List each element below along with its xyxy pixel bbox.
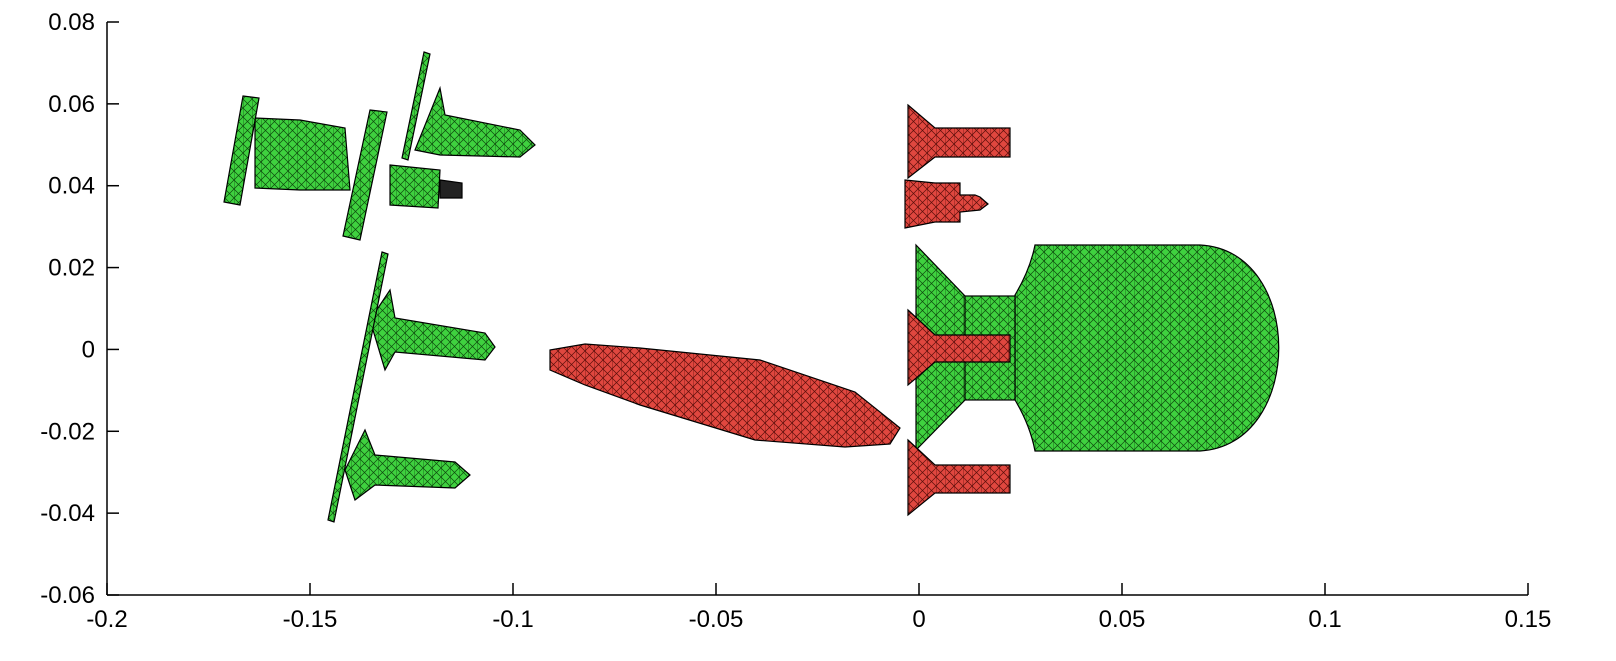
mesh bbox=[908, 440, 1010, 515]
y-tick-label: -0.06 bbox=[40, 582, 95, 609]
mesh bbox=[224, 96, 259, 205]
x-tick-label: 0 bbox=[912, 606, 925, 633]
mesh bbox=[343, 110, 387, 240]
x-tick-label: -0.2 bbox=[86, 606, 127, 633]
chart: -0.06 -0.04 -0.02 0 0.02 0.04 0.06 0.08 -0.2 -0.1… bbox=[0, 0, 1616, 661]
mesh bbox=[905, 180, 988, 228]
x-tick-label: -0.1 bbox=[492, 606, 533, 633]
mesh bbox=[550, 344, 900, 447]
y-tick-label: 0 bbox=[82, 336, 95, 363]
mesh bbox=[908, 105, 1010, 178]
mesh bbox=[255, 118, 350, 190]
x-tick-label: 0.05 bbox=[1099, 606, 1146, 633]
x-tick-label: -0.15 bbox=[283, 606, 338, 633]
x-tick-label: -0.05 bbox=[689, 606, 744, 633]
page: {"chart_data": {"type": "patch", "xlim":… bbox=[0, 0, 1616, 661]
x-tick-label: 0.1 bbox=[1308, 606, 1341, 633]
meshes bbox=[224, 52, 1279, 522]
y-tick-label: 0.04 bbox=[48, 173, 95, 200]
mesh bbox=[390, 165, 440, 208]
y-tick-label: 0.06 bbox=[48, 91, 95, 118]
y-tick-label: 0.08 bbox=[48, 9, 95, 36]
x-tick-label: 0.15 bbox=[1505, 606, 1552, 633]
y-tick-label: 0.02 bbox=[48, 255, 95, 282]
y-tick-label: -0.04 bbox=[40, 500, 95, 527]
mesh bbox=[370, 290, 495, 370]
mesh bbox=[415, 88, 535, 157]
y-tick-label: -0.02 bbox=[40, 418, 95, 445]
mesh bbox=[345, 430, 470, 500]
mesh bbox=[1015, 245, 1279, 451]
mesh bbox=[440, 180, 462, 198]
